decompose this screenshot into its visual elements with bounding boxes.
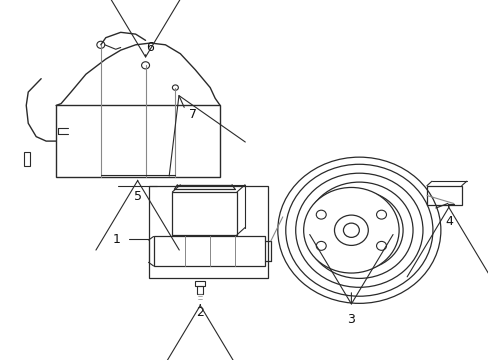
Bar xyxy=(197,287,203,293)
Circle shape xyxy=(334,215,367,246)
Circle shape xyxy=(376,242,386,250)
Bar xyxy=(56,105,220,177)
Bar xyxy=(195,281,205,287)
Bar xyxy=(426,186,461,205)
Bar xyxy=(24,152,30,166)
Text: 1: 1 xyxy=(113,233,121,246)
Circle shape xyxy=(303,188,398,273)
Text: 7: 7 xyxy=(189,108,197,121)
Bar xyxy=(172,192,237,235)
Text: 6: 6 xyxy=(146,41,154,54)
Circle shape xyxy=(316,242,325,250)
Bar xyxy=(148,186,267,278)
Bar xyxy=(153,237,264,266)
Circle shape xyxy=(316,210,325,219)
Text: 2: 2 xyxy=(196,306,204,319)
Text: 5: 5 xyxy=(133,190,142,203)
Text: 4: 4 xyxy=(444,215,452,228)
Circle shape xyxy=(343,223,359,237)
Text: 3: 3 xyxy=(347,313,355,326)
Circle shape xyxy=(376,210,386,219)
